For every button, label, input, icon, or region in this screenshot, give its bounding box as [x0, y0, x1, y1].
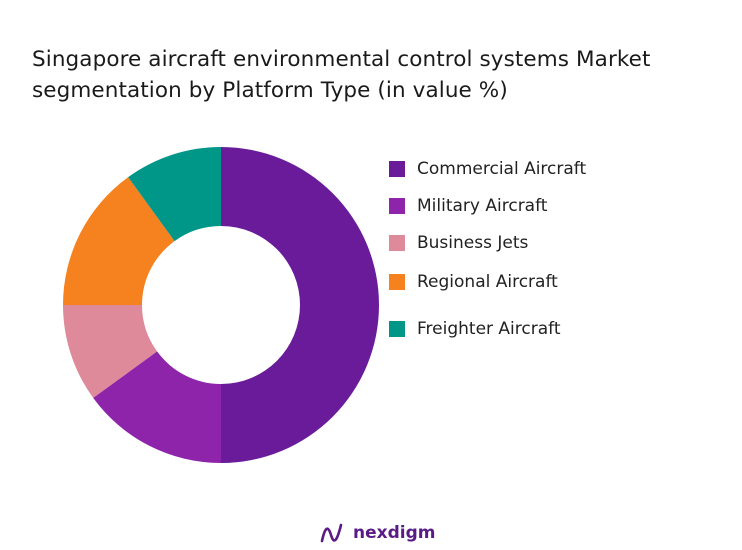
- brand-name: nexdigm: [353, 523, 436, 543]
- legend-swatch-commercial-aircraft: [389, 161, 405, 177]
- chart-title: Singapore aircraft environmental control…: [32, 44, 732, 106]
- legend-swatch-regional-aircraft: [389, 274, 405, 290]
- brand-logo: nexdigm: [319, 520, 435, 546]
- slice-freighter-aircraft: [128, 147, 221, 242]
- chart-title-line-1: Singapore aircraft environmental control…: [32, 47, 651, 72]
- legend-label-military-aircraft: Military Aircraft: [417, 196, 548, 216]
- legend-swatch-business-jets: [389, 235, 405, 251]
- chart-title-line-2: segmentation by Platform Type (in value …: [32, 78, 508, 103]
- legend-swatch-freighter-aircraft: [389, 321, 405, 337]
- legend-label-regional-aircraft: Regional Aircraft: [417, 272, 558, 292]
- slice-regional-aircraft: [63, 177, 175, 305]
- slice-military-aircraft: [93, 351, 221, 463]
- nexdigm-logo-icon: [320, 523, 343, 543]
- legend-swatch-military-aircraft: [389, 198, 405, 214]
- slice-commercial-aircraft: [221, 147, 379, 463]
- legend-label-business-jets: Business Jets: [417, 233, 529, 253]
- legend-label-commercial-aircraft: Commercial Aircraft: [417, 159, 587, 179]
- legend-label-freighter-aircraft: Freighter Aircraft: [417, 319, 561, 339]
- slice-business-jets: [63, 305, 158, 398]
